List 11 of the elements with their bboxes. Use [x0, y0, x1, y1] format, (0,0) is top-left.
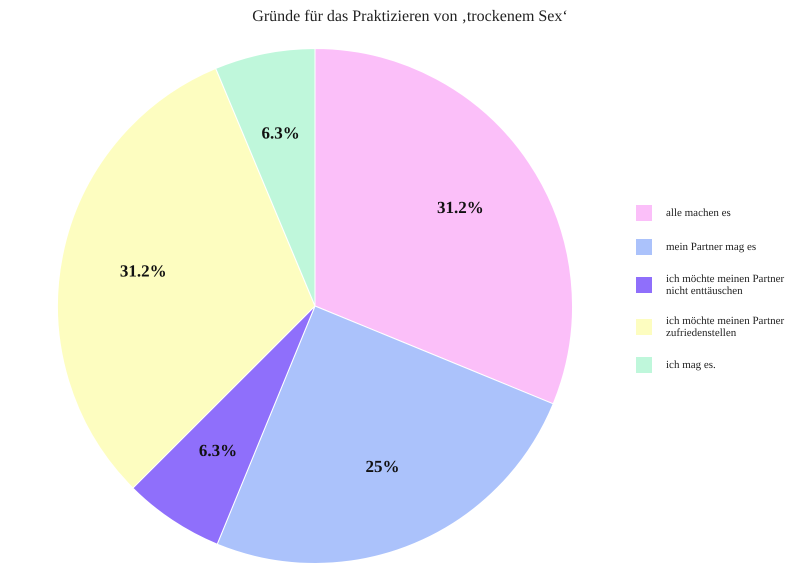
legend-label: alle machen es	[666, 207, 731, 219]
chart-title: Gründe für das Praktizieren von ‚trockenem Sex‘	[251, 8, 569, 26]
legend-label: ich möchte meinen Partner zufriedenstellen	[666, 315, 786, 339]
data-label: 31.2%	[437, 198, 484, 217]
legend-label: mein Partner mag es	[666, 241, 756, 253]
data-label: 25%	[366, 456, 400, 476]
data-label: 6.3%	[261, 124, 300, 143]
legend-label: ich möchte meinen Partner nicht enttäuschen	[666, 273, 786, 297]
data-label: 6.3%	[198, 441, 238, 460]
data-label: 31.2%	[120, 262, 167, 280]
legend-label: ich mag es.	[666, 359, 716, 371]
